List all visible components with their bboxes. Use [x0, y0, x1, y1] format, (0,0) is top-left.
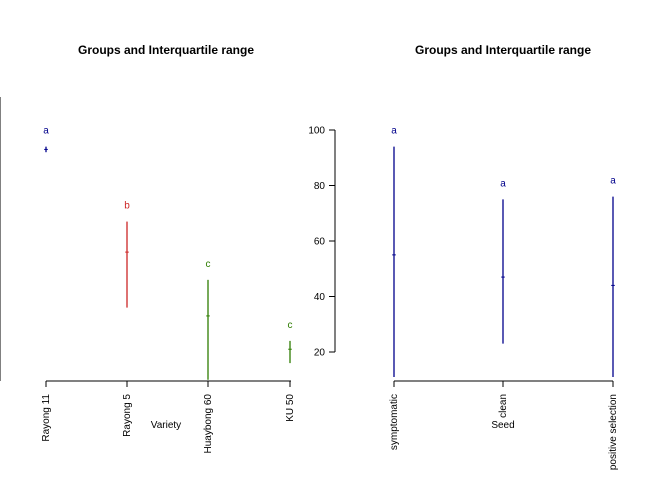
variety-x-tick-label-rayong-11: Rayong 11	[41, 394, 52, 442]
seed-marks: a symptomatic a clean a positive selection	[389, 126, 619, 471]
variety-x-axis-label: Variety	[151, 420, 181, 431]
seed-y-tick-label-40: 40	[314, 292, 326, 303]
variety-panel: Groups and Interquartile range a Rayong 1…	[0, 43, 296, 454]
variety-chart-title: Groups and Interquartile range	[78, 43, 254, 57]
seed-chart-title: Groups and Interquartile range	[415, 43, 591, 57]
seed-y-ticks: 20 40 60 80 100	[308, 126, 335, 359]
seed-group-label-symptomatic: a	[391, 126, 397, 137]
seed-x-axis-label: Seed	[491, 420, 514, 431]
variety-marks: a Rayong 11 b Rayong 5 c Huaybong 60 c KU 50	[41, 126, 296, 454]
seed-panel: Groups and Interquartile range 20 40 60 80 1…	[308, 43, 619, 470]
seed-y-tick-label-100: 100	[308, 126, 325, 137]
variety-group-label-rayong-5: b	[124, 201, 130, 212]
variety-x-tick-label-ku-50: KU 50	[285, 394, 296, 422]
seed-x-tick-label-clean: clean	[498, 394, 509, 418]
variety-x-tick-label-rayong-5: Rayong 5	[122, 394, 133, 437]
variety-x-tick-label-huaybong-60: Huaybong 60	[203, 394, 214, 454]
seed-x-tick-label-positive-selection: positive selection	[608, 394, 619, 470]
seed-group-label-positive-selection: a	[610, 176, 616, 187]
seed-group-label-clean: a	[500, 178, 506, 189]
seed-x-tick-label-symptomatic: symptomatic	[389, 394, 400, 450]
seed-y-tick-label-80: 80	[314, 181, 326, 192]
variety-group-label-huaybong-60: c	[206, 259, 211, 270]
variety-group-label-ku-50: c	[288, 320, 293, 331]
seed-y-tick-label-20: 20	[314, 348, 326, 359]
seed-y-tick-label-60: 60	[314, 237, 326, 248]
variety-group-label-rayong-11: a	[43, 126, 49, 137]
